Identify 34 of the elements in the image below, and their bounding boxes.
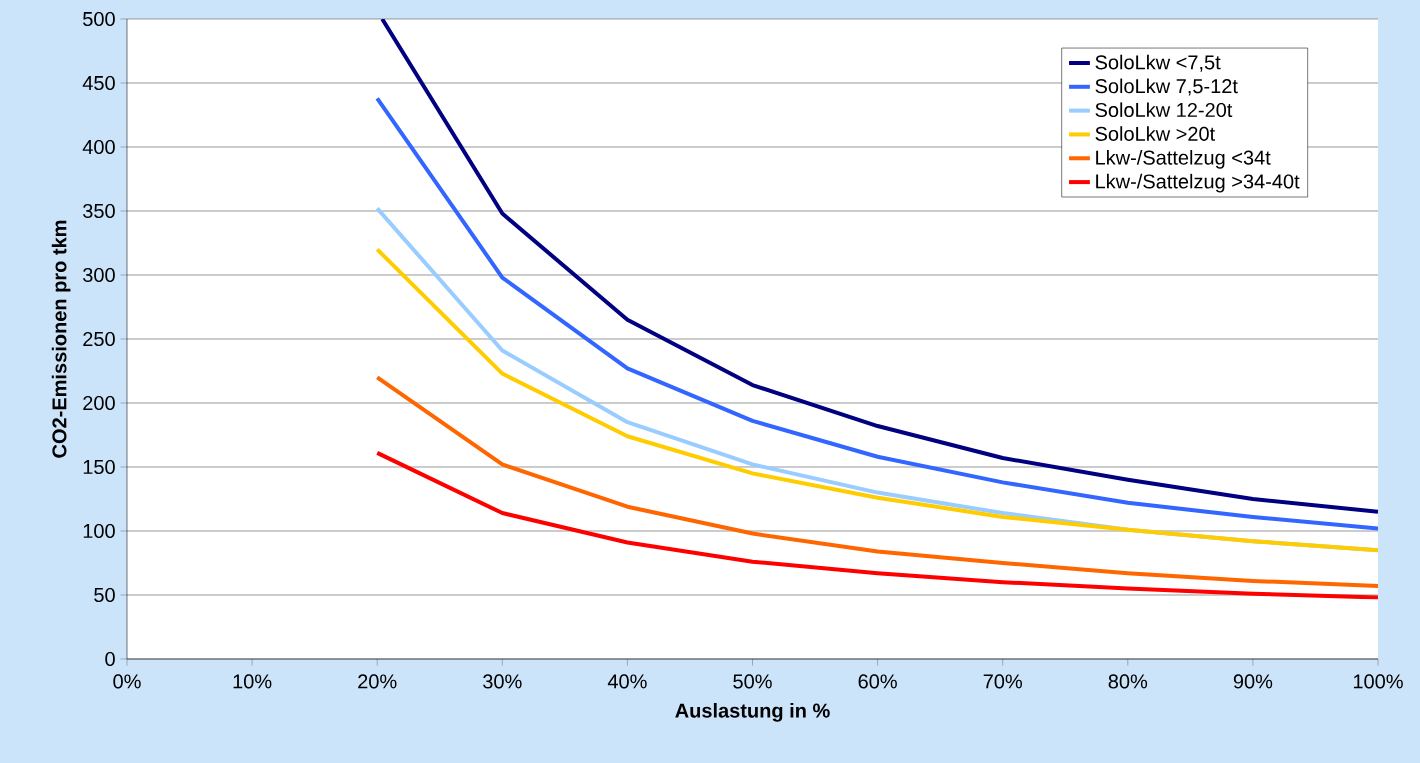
x-tick-label: 20% [358, 674, 397, 689]
x-tick-label: 40% [607, 674, 647, 689]
x-axis-title: Auslastung in % [675, 703, 830, 722]
y-tick-label: 250 [83, 331, 115, 347]
y-tick-label: 500 [83, 11, 115, 27]
line-series [375, 375, 1378, 589]
legend-label: SoloLkw 7,5-12t [1095, 78, 1238, 96]
y-tick-label: 450 [82, 75, 115, 91]
x-tick-label: 0% [113, 674, 141, 689]
y-axis-title: CO2-Emissionen pro tkm [51, 220, 71, 458]
y-tick-label: 50 [94, 587, 115, 603]
x-tick-label: 50% [733, 674, 772, 689]
legend-label: SoloLkw >20t [1095, 126, 1216, 141]
x-tick-label: 10% [233, 674, 272, 689]
line-series [375, 96, 1378, 531]
x-tick-label: 60% [858, 674, 897, 689]
y-tick-label: 150 [83, 459, 115, 475]
y-tick-label: 400 [82, 139, 115, 155]
x-tick-label: 30% [483, 674, 522, 689]
y-tick-label: 200 [83, 395, 115, 411]
legend-label: Lkw-/Sattelzug <34t [1096, 150, 1271, 169]
line-series [380, 19, 1378, 514]
legend-label: SoloLkw <7,5t [1095, 54, 1221, 72]
y-tick-label: 0 [105, 651, 115, 667]
y-tick-label: 300 [83, 267, 115, 283]
legend-label: Lkw-/Sattelzug >34-40t [1096, 173, 1300, 193]
x-tick-label: 100% [1353, 674, 1403, 689]
line-series [375, 450, 1378, 600]
x-tick-label: 80% [1108, 674, 1148, 689]
x-tick-label: 90% [1233, 674, 1273, 689]
y-tick-label: 350 [83, 203, 115, 219]
legend-label: SoloLkw 12-20t [1095, 102, 1233, 118]
x-tick-label: 70% [983, 674, 1022, 689]
y-tick-label: 100 [83, 523, 115, 539]
